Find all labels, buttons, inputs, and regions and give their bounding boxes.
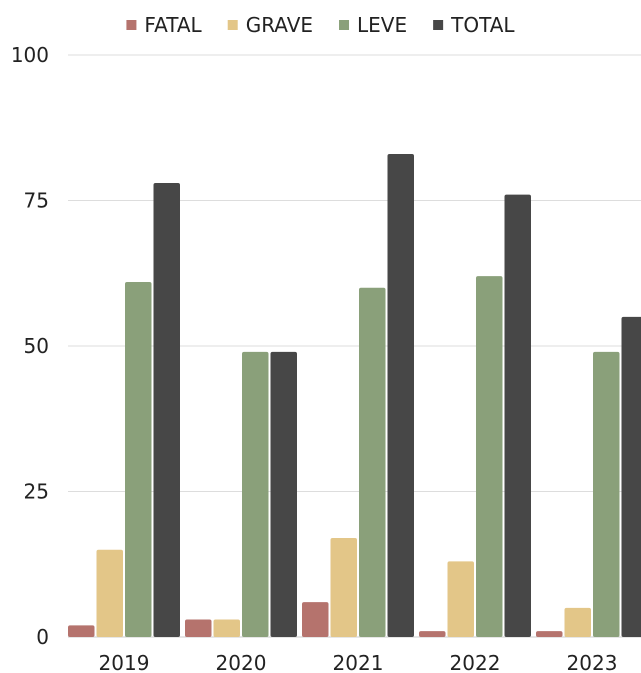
x-axis: 2019 2020 2021 2022 2023 [99, 651, 618, 673]
bar-fatal-2020 [185, 619, 212, 637]
x-tick-label: 2023 [567, 651, 618, 673]
x-tick-label: 2021 [333, 651, 384, 673]
x-tick-label: 2020 [216, 651, 267, 673]
bar-leve-2019 [125, 281, 152, 637]
y-tick-label: 100 [11, 43, 49, 67]
bars [68, 153, 641, 638]
bar-total-2023 [621, 316, 641, 637]
bar-leve-2020 [242, 351, 269, 637]
legend-item-leve: LEVE [339, 13, 407, 37]
bar-grave-2019 [96, 549, 123, 637]
bar-fatal-2021 [302, 602, 329, 637]
legend-item-total: TOTAL [433, 13, 515, 37]
bar-fatal-2019 [68, 625, 95, 637]
bar-grave-2021 [330, 538, 357, 637]
bar-leve-2021 [359, 287, 386, 637]
bar-total-2019 [153, 183, 180, 638]
y-tick-label: 0 [36, 625, 49, 649]
x-tick-label: 2022 [450, 651, 501, 673]
bar-fatal-2023 [536, 631, 563, 637]
y-tick-label: 50 [24, 334, 49, 358]
legend-label: TOTAL [450, 13, 515, 37]
x-tick-label: 2019 [99, 651, 150, 673]
bar-leve-2022 [476, 276, 503, 637]
legend-swatch [339, 20, 350, 30]
legend-swatch [126, 20, 137, 30]
bar-grave-2020 [213, 619, 240, 637]
legend: FATAL GRAVE LEVE TOTAL [126, 13, 515, 37]
legend-label: FATAL [144, 13, 202, 37]
legend-swatch [227, 20, 238, 30]
bar-leve-2023 [593, 351, 620, 637]
bar-grave-2022 [447, 561, 474, 637]
legend-swatch [433, 20, 444, 30]
legend-item-grave: GRAVE [227, 13, 313, 37]
bar-total-2022 [504, 194, 531, 637]
y-tick-label: 25 [24, 480, 49, 504]
legend-item-fatal: FATAL [126, 13, 203, 37]
y-tick-label: 75 [24, 189, 49, 213]
legend-label: GRAVE [246, 13, 313, 37]
bar-total-2020 [270, 351, 297, 637]
bar-fatal-2022 [419, 631, 446, 637]
legend-label: LEVE [357, 13, 407, 37]
bar-total-2021 [387, 153, 414, 637]
y-axis: 0 25 50 75 100 [11, 43, 49, 649]
bar-grave-2023 [564, 607, 591, 637]
